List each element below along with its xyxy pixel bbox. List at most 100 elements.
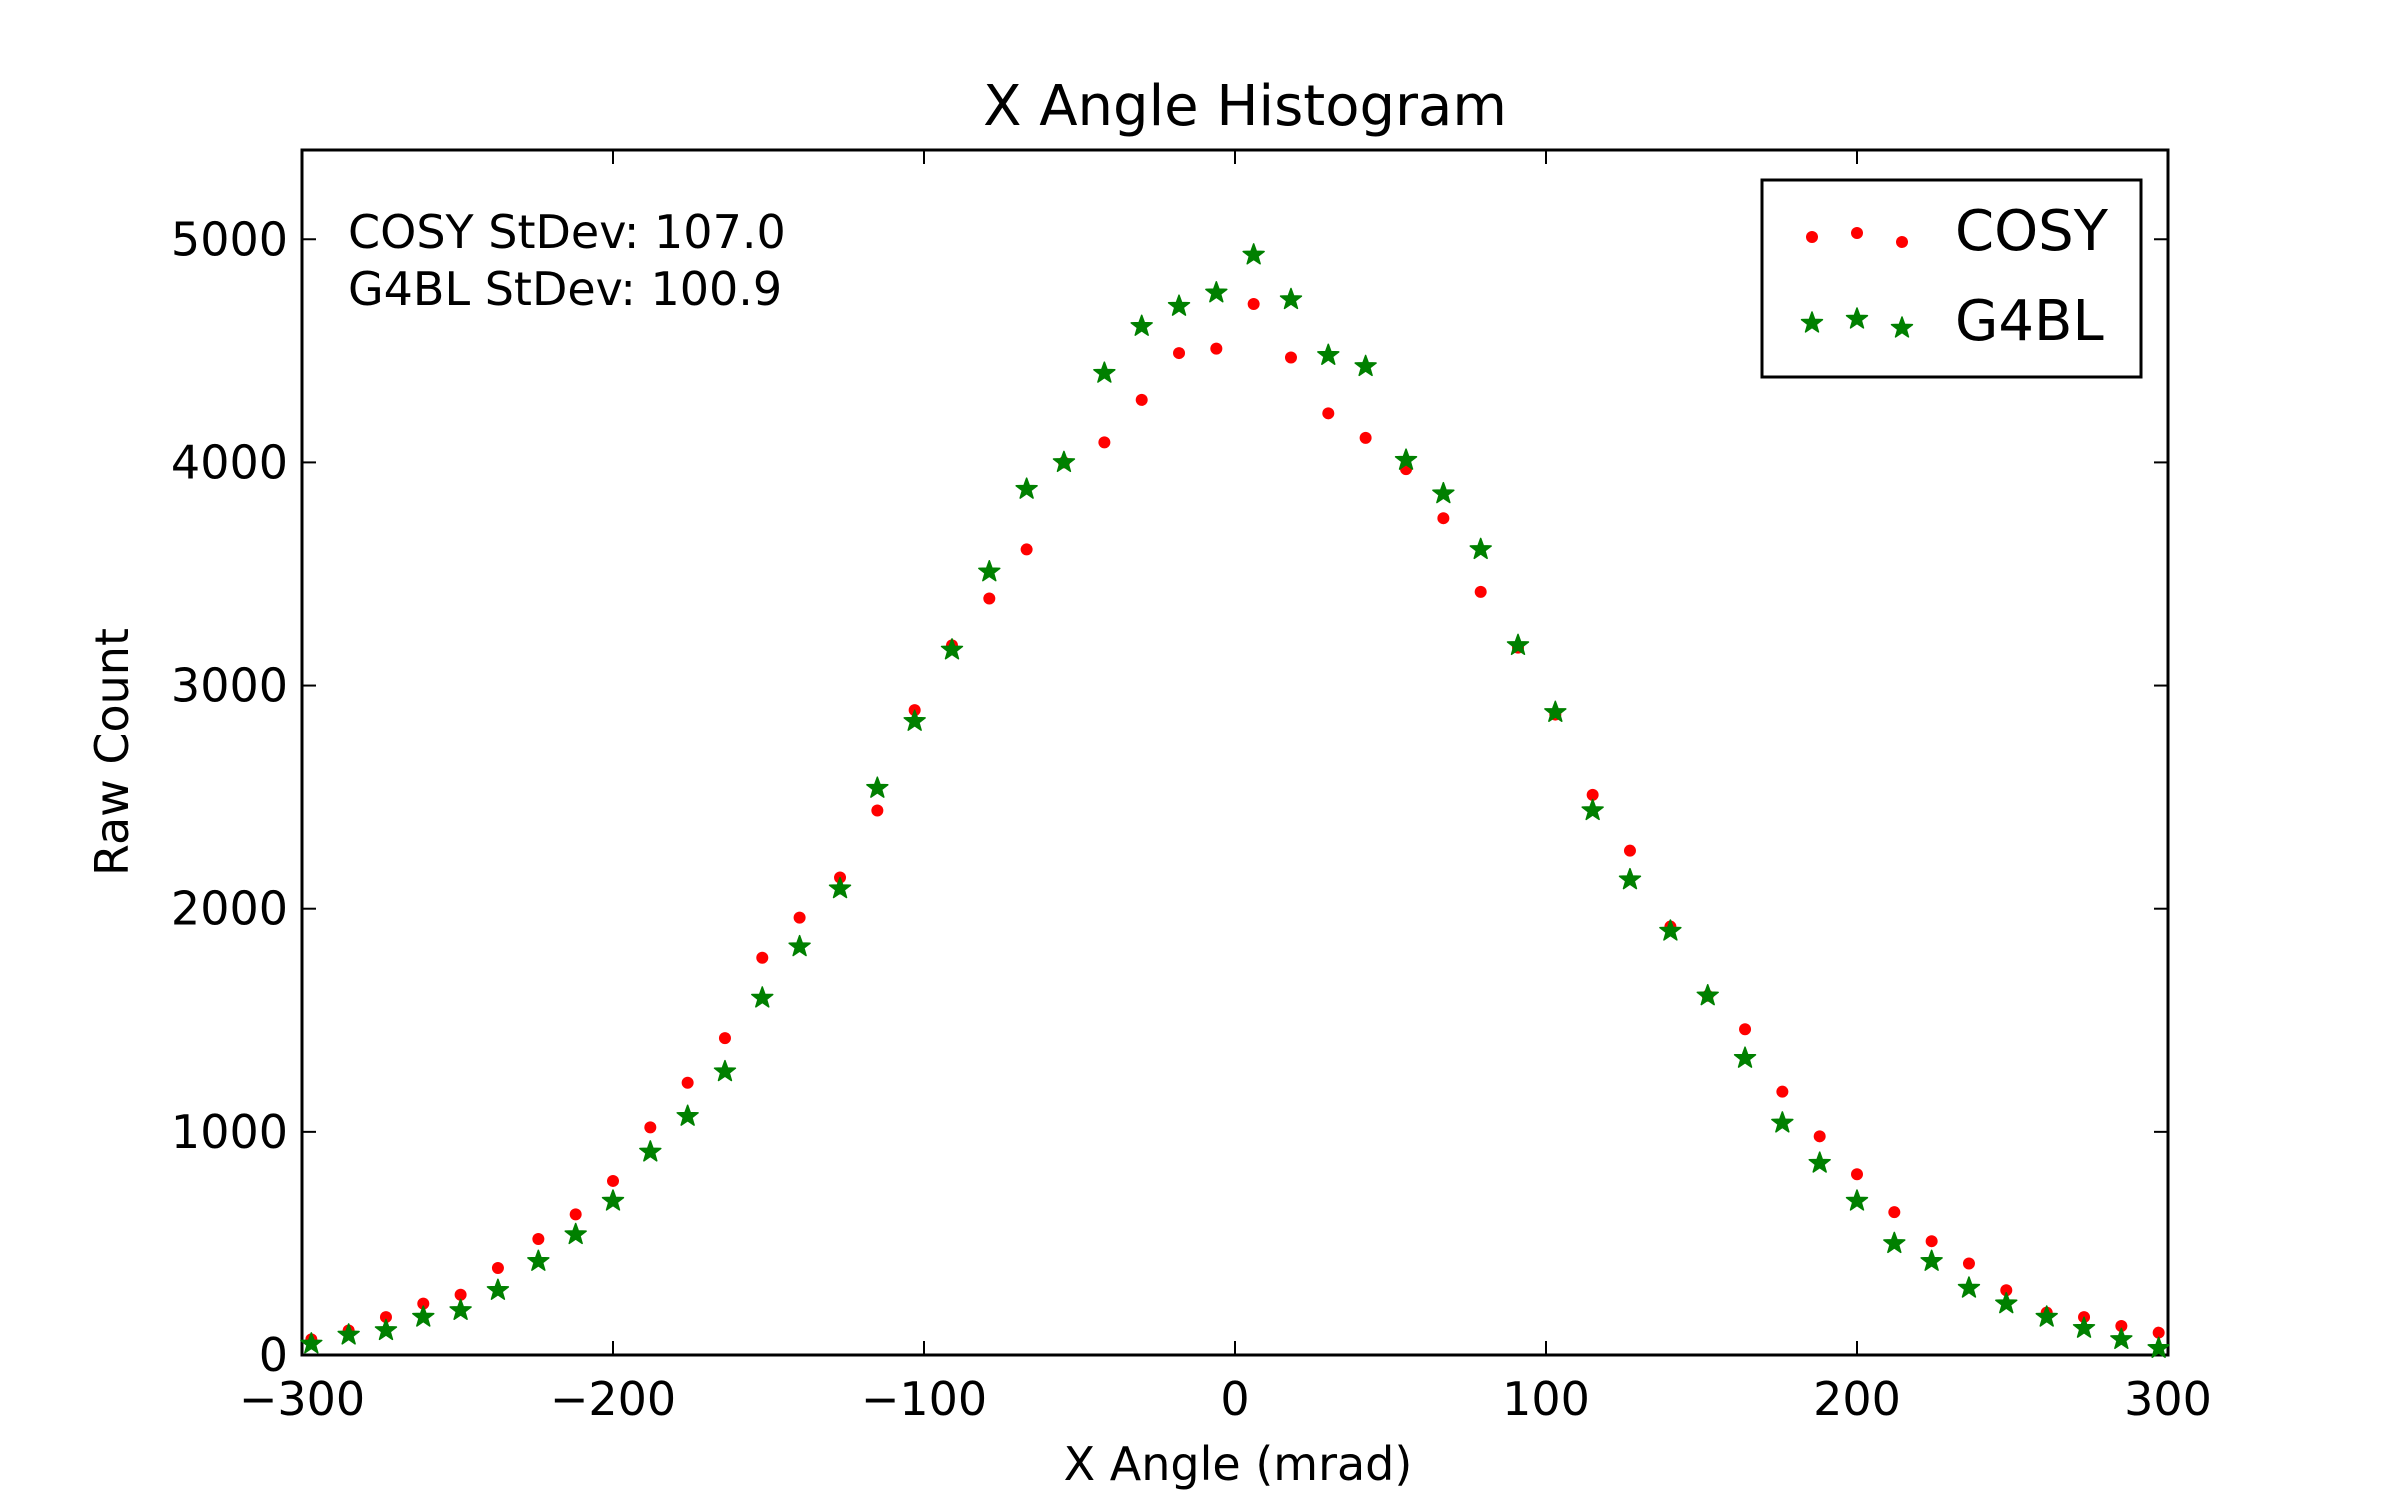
data-point-g4bl [639, 1140, 662, 1162]
data-point-g4bl [828, 876, 852, 899]
data-point-g4bl [2110, 1327, 2133, 1350]
y-axis-tick-labels: 0 1000 2000 3000 4000 5000 [171, 212, 288, 1382]
data-point-cosy [1284, 351, 1297, 364]
data-point-g4bl [1015, 477, 1038, 499]
legend-marker-cosy [1806, 231, 1818, 243]
data-point-cosy [1474, 585, 1487, 598]
legend-g4bl-label: G4BL [1955, 289, 2104, 354]
data-point-g4bl [1432, 481, 1455, 504]
data-point-cosy [718, 1032, 731, 1045]
data-point-cosy [2152, 1326, 2165, 1339]
data-point-cosy [1020, 543, 1033, 556]
data-point-cosy [532, 1232, 545, 1245]
legend-cosy-label: COSY [1955, 199, 2109, 264]
x-tick-label: −300 [239, 1372, 365, 1426]
data-point-cosy [1813, 1130, 1826, 1143]
data-point-cosy [417, 1297, 430, 1310]
data-point-g4bl [412, 1305, 435, 1327]
data-point-g4bl [1544, 700, 1567, 722]
data-point-g4bl [564, 1222, 587, 1245]
data-point-cosy [454, 1288, 467, 1301]
data-point-g4bl [337, 1323, 360, 1345]
y-tick-label: 2000 [171, 882, 288, 936]
data-point-cosy [983, 592, 996, 605]
data-point-cosy [1623, 844, 1636, 857]
x-tick-label: 0 [1220, 1372, 1249, 1426]
data-point-g4bl [1469, 537, 1492, 560]
data-point-g4bl [1052, 450, 1076, 473]
data-point-g4bl [1957, 1276, 1981, 1298]
data-point-cosy [1739, 1023, 1752, 1036]
data-point-g4bl [374, 1318, 398, 1341]
legend-marker-g4bl [1890, 316, 1914, 338]
legend-box [1760, 178, 2143, 379]
y-tick-label: 4000 [171, 435, 288, 489]
data-point-g4bl [1317, 343, 1340, 365]
data-point-g4bl [1920, 1249, 1943, 1271]
legend[interactable]: COSY G4BL [1760, 178, 2143, 379]
data-point-g4bl [1696, 983, 1719, 1006]
y-tick-label: 0 [259, 1328, 288, 1382]
data-point-g4bl [1883, 1231, 1906, 1254]
data-point-g4bl [601, 1189, 625, 1211]
data-point-g4bl [978, 560, 1001, 582]
data-point-cosy [1210, 342, 1223, 355]
data-point-g4bl [1808, 1151, 1831, 1173]
data-point-cosy [1586, 788, 1599, 801]
data-point-cosy [607, 1174, 619, 1187]
x-tick-label: 300 [2124, 1372, 2212, 1426]
data-point-g4bl [1242, 243, 1265, 265]
legend-marker-cosy [1851, 227, 1863, 239]
x-tick-label: 200 [1813, 1372, 1901, 1426]
x-tick-label: −100 [861, 1372, 987, 1426]
series-g4bl-points [300, 243, 2170, 1358]
data-point-g4bl [1279, 287, 1303, 310]
data-point-cosy [1925, 1235, 1938, 1248]
legend-cosy-marker [1806, 227, 1908, 248]
data-point-cosy [2115, 1319, 2128, 1332]
x-axis-tick-labels: −300 −200 −100 0 100 200 300 [239, 1372, 2212, 1426]
data-point-cosy [871, 804, 884, 817]
data-point-cosy [379, 1311, 392, 1324]
data-point-g4bl [1167, 294, 1191, 316]
data-point-g4bl [1618, 867, 1642, 890]
data-point-g4bl [1093, 361, 1116, 383]
chart-title: X Angle Histogram [983, 74, 1507, 139]
data-point-g4bl [940, 638, 964, 660]
data-point-cosy [1098, 436, 1111, 449]
data-point-cosy [1322, 407, 1335, 420]
data-point-g4bl [1733, 1046, 1757, 1068]
data-point-cosy [756, 951, 769, 964]
legend-g4bl-marker [1800, 307, 1914, 338]
data-point-g4bl [1581, 798, 1604, 821]
data-point-g4bl [2147, 1336, 2170, 1358]
data-point-g4bl [1205, 281, 1228, 303]
legend-marker-cosy [1896, 236, 1908, 248]
data-point-cosy [681, 1076, 694, 1089]
data-point-cosy [1173, 347, 1186, 360]
x-tick-label: 100 [1502, 1372, 1590, 1426]
stdev-annotations: COSY StDev: 107.0 G4BL StDev: 100.9 [348, 205, 786, 316]
cosy-stdev-annotation: COSY StDev: 107.0 [348, 205, 786, 259]
y-axis-label: Raw Count [85, 628, 139, 876]
data-point-cosy [569, 1208, 582, 1221]
data-point-g4bl [2035, 1305, 2058, 1327]
data-point-g4bl [300, 1332, 323, 1354]
data-point-cosy [1962, 1257, 1975, 1270]
data-point-cosy [1888, 1206, 1901, 1219]
data-point-g4bl [1506, 633, 1530, 656]
data-point-g4bl [527, 1249, 550, 1271]
data-point-cosy [1359, 431, 1372, 444]
data-point-g4bl [676, 1104, 699, 1126]
legend-marker-g4bl [1800, 311, 1824, 333]
data-point-cosy [1437, 512, 1450, 525]
y-axis-ticks [302, 238, 2168, 1356]
data-point-cosy [2000, 1284, 2013, 1297]
data-point-cosy [644, 1121, 657, 1134]
data-point-g4bl [1354, 354, 1377, 377]
data-point-g4bl [1845, 1189, 1869, 1211]
data-point-cosy [1135, 393, 1148, 406]
y-tick-label: 5000 [171, 212, 288, 266]
y-tick-label: 3000 [171, 659, 288, 713]
